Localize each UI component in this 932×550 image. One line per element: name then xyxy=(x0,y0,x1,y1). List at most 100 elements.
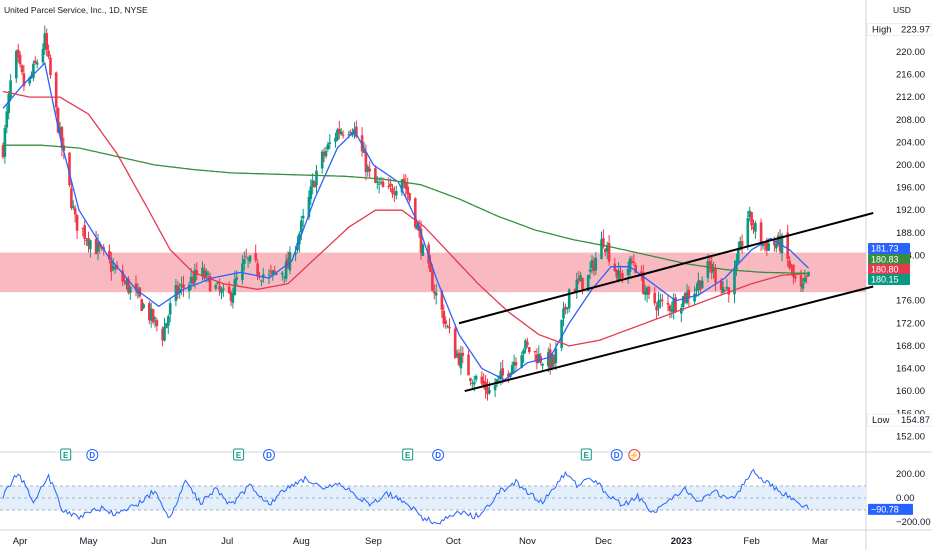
candle-body xyxy=(163,326,166,341)
candle-body xyxy=(208,276,212,292)
oscillator-tick-label: −200.00 xyxy=(896,517,931,528)
candle-body xyxy=(404,182,408,189)
candle-body xyxy=(127,278,130,293)
event-label: E xyxy=(584,451,590,460)
time-tick-label: Feb xyxy=(743,536,759,547)
candle-body xyxy=(700,280,704,289)
candle-body xyxy=(765,241,769,251)
candle-body xyxy=(467,354,470,376)
candle-body xyxy=(592,261,596,272)
channel-line-lower xyxy=(464,285,874,393)
candle-body xyxy=(374,168,377,183)
earnings-icon xyxy=(60,448,72,461)
candle-body xyxy=(72,206,75,209)
candle-body xyxy=(336,129,339,141)
candle-body xyxy=(775,244,778,249)
candle-body xyxy=(347,134,351,136)
candle-body xyxy=(666,302,670,305)
candle-body xyxy=(431,271,434,291)
candle-body xyxy=(632,261,636,263)
dividend-icon xyxy=(263,449,275,461)
candle-body xyxy=(328,142,332,144)
candle-body xyxy=(674,297,677,312)
candle-body xyxy=(573,289,577,292)
moving-average-line-3 xyxy=(3,144,809,274)
candle-body xyxy=(406,186,409,194)
candle-body xyxy=(149,308,153,321)
event-label: D xyxy=(89,451,95,460)
candle-body xyxy=(110,260,113,272)
candle-body xyxy=(575,279,579,292)
candle-body xyxy=(136,290,140,294)
candle-body xyxy=(507,373,510,377)
candle-body xyxy=(535,354,539,364)
candle-body xyxy=(788,260,791,269)
candle-body xyxy=(421,244,425,256)
candle-body xyxy=(442,310,446,324)
price-low-box xyxy=(866,413,932,427)
candle-body xyxy=(246,258,250,260)
candle-body xyxy=(334,137,337,142)
candle-body xyxy=(533,351,537,353)
candle-body xyxy=(300,220,303,233)
candle-body xyxy=(362,150,366,153)
candle-body xyxy=(643,291,647,295)
price-tag-label: 180.15 xyxy=(871,275,899,285)
candle-body xyxy=(89,240,92,250)
candle-body xyxy=(244,256,248,258)
candle-body xyxy=(258,276,261,278)
candle-body xyxy=(400,179,404,193)
candle-body xyxy=(577,278,580,281)
candle-body xyxy=(7,94,10,114)
time-tick-label: Jun xyxy=(151,536,166,547)
price-tick-label: 172.00 xyxy=(896,318,925,329)
candle-body xyxy=(216,282,219,284)
candle-body xyxy=(737,249,740,263)
candle-body xyxy=(387,186,390,188)
candle-body xyxy=(18,54,22,65)
candle-body xyxy=(733,269,736,295)
candle-body xyxy=(108,250,111,260)
candle-body xyxy=(683,292,687,302)
candle-body xyxy=(256,263,259,276)
candle-body xyxy=(326,144,330,150)
candle-body xyxy=(271,270,275,275)
price-tag-box xyxy=(868,254,910,265)
candle-body xyxy=(548,349,552,369)
candle-body xyxy=(547,352,550,367)
price-tick-label: 152.00 xyxy=(896,431,925,442)
candle-body xyxy=(254,253,257,261)
candle-body xyxy=(32,63,35,79)
candle-body xyxy=(510,365,514,375)
candle-body xyxy=(381,181,385,188)
candle-body xyxy=(761,244,765,247)
earnings-icon xyxy=(402,448,414,461)
oscillator-current-value: −90.78 xyxy=(871,504,899,514)
candle-body xyxy=(294,252,297,255)
candle-body xyxy=(725,286,729,289)
candle-body xyxy=(586,274,590,292)
candle-body xyxy=(134,283,138,291)
candle-body xyxy=(792,264,795,277)
candle-body xyxy=(773,240,776,246)
candle-body xyxy=(243,259,246,264)
candle-body xyxy=(307,196,311,218)
price-tick-label: 200.00 xyxy=(896,160,925,171)
candle-body xyxy=(626,268,630,276)
candle-body xyxy=(315,170,318,186)
candle-body xyxy=(653,292,656,304)
candle-body xyxy=(621,273,624,279)
candle-body xyxy=(642,272,645,294)
candle-body xyxy=(377,183,381,185)
candle-body xyxy=(414,198,417,228)
price-tag-box xyxy=(868,264,910,275)
candle-body xyxy=(338,128,341,134)
candle-body xyxy=(550,354,554,367)
candle-body xyxy=(402,178,406,184)
candle-body xyxy=(767,243,770,251)
candle-body xyxy=(429,262,432,272)
candle-body xyxy=(501,368,504,376)
candle-body xyxy=(628,258,632,272)
candle-body xyxy=(776,235,780,245)
